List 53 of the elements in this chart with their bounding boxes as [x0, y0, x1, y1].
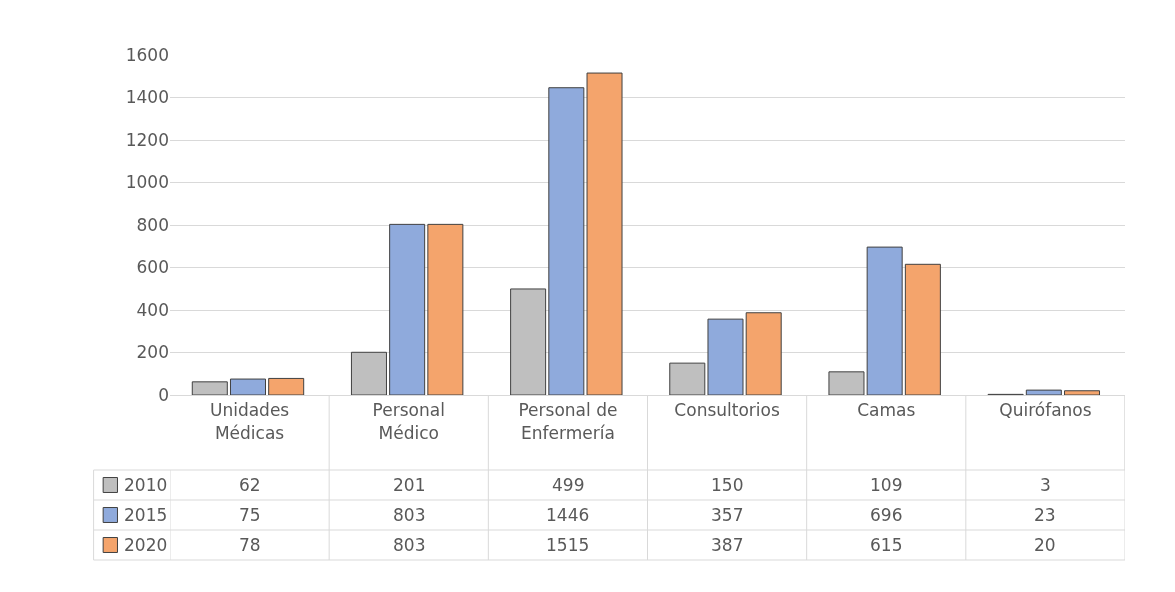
y-tick-label: 200	[136, 342, 169, 363]
y-tick-label: 800	[136, 214, 169, 235]
bar	[229, 378, 266, 395]
x-tick-label: Personal Médico	[372, 400, 445, 443]
data-label: 150	[711, 475, 744, 495]
bar	[191, 381, 228, 395]
legend-label: 2015	[124, 505, 168, 525]
bar	[669, 362, 706, 395]
x-tick-label: Unidades Médicas	[209, 400, 290, 443]
data-label: 75	[239, 505, 261, 525]
bar	[904, 263, 941, 395]
data-label: 109	[870, 475, 903, 495]
data-label: 62	[239, 475, 261, 495]
bar	[350, 351, 387, 395]
data-label: 3	[1040, 475, 1051, 495]
bar	[268, 377, 305, 395]
data-label: 615	[870, 535, 903, 555]
y-tick-label: 1200	[125, 129, 169, 150]
bar	[745, 312, 782, 395]
legend-label: 2020	[124, 535, 168, 555]
data-label: 696	[870, 505, 903, 525]
data-label: 1446	[546, 505, 590, 525]
legend-label: 2010	[124, 475, 168, 495]
bar	[1064, 390, 1101, 395]
data-label: 357	[711, 505, 744, 525]
data-label: 20	[1034, 535, 1056, 555]
x-tick-label: Consultorios	[674, 400, 780, 421]
x-tick-label: Personal de Enfermería	[518, 400, 618, 443]
data-label: 1515	[546, 535, 590, 555]
y-tick-label: 1600	[125, 44, 169, 65]
data-label: 803	[393, 535, 426, 555]
bar	[707, 318, 744, 395]
x-tick-label: Camas	[857, 400, 916, 421]
data-label: 201	[393, 475, 426, 495]
bar	[510, 288, 547, 395]
data-label: 499	[552, 475, 585, 495]
y-tick-label: 1000	[125, 172, 169, 193]
data-label: 803	[393, 505, 426, 525]
bar	[586, 72, 623, 395]
bar	[828, 371, 865, 395]
x-tick-label: Quirófanos	[999, 400, 1092, 421]
data-label: 78	[239, 535, 261, 555]
y-tick-label: 0	[158, 384, 169, 405]
bar	[1025, 389, 1062, 395]
data-label: 387	[711, 535, 744, 555]
data-label: 23	[1034, 505, 1056, 525]
y-tick-label: 600	[136, 257, 169, 278]
bar	[389, 223, 426, 395]
bar	[866, 246, 903, 395]
y-tick-label: 1400	[125, 87, 169, 108]
y-tick-label: 400	[136, 299, 169, 320]
bar	[548, 87, 585, 395]
bar	[427, 223, 464, 395]
